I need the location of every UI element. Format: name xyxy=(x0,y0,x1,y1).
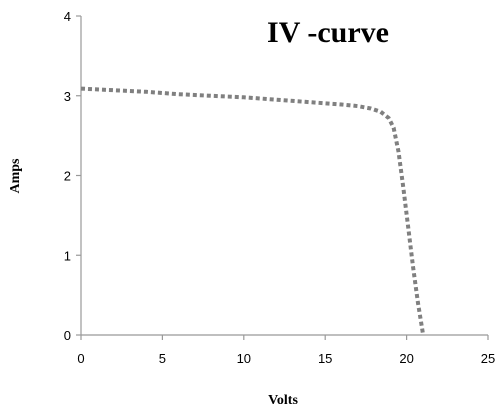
x-tick-label: 20 xyxy=(399,351,413,366)
y-ticks: 0 1 2 3 4 xyxy=(64,9,81,343)
y-tick-label: 3 xyxy=(64,89,71,104)
y-tick-label: 4 xyxy=(64,9,71,24)
y-tick-label: 2 xyxy=(64,169,71,184)
x-tick-label: 0 xyxy=(77,351,84,366)
y-tick-label: 1 xyxy=(64,248,71,263)
iv-curve-series-line xyxy=(80,86,425,334)
axes xyxy=(80,16,488,336)
y-tick-label: 0 xyxy=(64,328,71,343)
chart-title: IV -curve xyxy=(267,16,389,49)
x-axis-label: Volts xyxy=(268,393,298,408)
x-tick-label: 10 xyxy=(237,351,251,366)
y-axis-label: Amps xyxy=(8,158,23,194)
x-ticks: 0 5 10 15 20 25 xyxy=(77,335,495,366)
x-tick-label: 5 xyxy=(159,351,166,366)
x-tick-label: 25 xyxy=(481,351,495,366)
x-tick-label: 15 xyxy=(318,351,332,366)
